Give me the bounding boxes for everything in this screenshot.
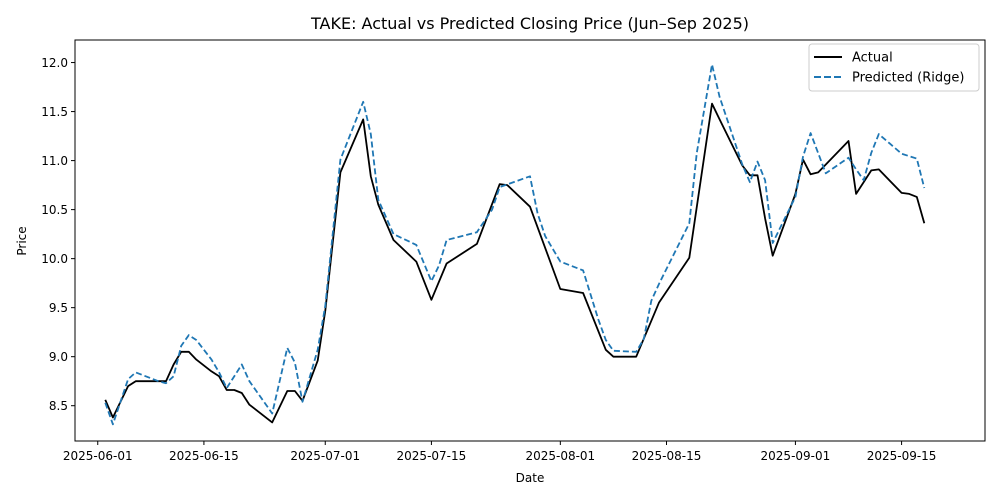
legend-label-actual: Actual xyxy=(852,51,893,66)
legend-box xyxy=(808,43,980,92)
y-tick-label: 11.5 xyxy=(41,105,68,119)
x-axis-label: Date xyxy=(516,471,545,485)
x-tick-label: 2025-09-01 xyxy=(761,449,831,463)
y-axis-label: Price xyxy=(15,226,29,255)
series-line-predicted xyxy=(104,63,926,426)
y-tick-label: 10.5 xyxy=(41,203,68,217)
y-axis: 8.5 9.0 9.5 10.0 10.5 11.0 11.5 12.0 xyxy=(41,56,75,413)
y-tick-label: 9.5 xyxy=(49,301,68,315)
x-tick-label: 2025-07-01 xyxy=(290,449,360,463)
y-tick-label: 8.5 xyxy=(49,399,68,413)
x-tick-label: 2025-06-01 xyxy=(63,449,133,463)
x-tick-label: 2025-09-15 xyxy=(867,449,937,463)
legend: Actual Predicted (Ridge) xyxy=(808,43,980,92)
chart-title: TAKE: Actual vs Predicted Closing Price … xyxy=(310,14,749,33)
series-line-actual xyxy=(104,102,926,424)
legend-label-predicted: Predicted (Ridge) xyxy=(852,71,964,86)
x-axis: 2025-06-01 2025-06-15 2025-07-01 2025-07-15… xyxy=(63,441,937,463)
x-tick-label: 2025-07-15 xyxy=(397,449,467,463)
y-tick-label: 12.0 xyxy=(41,56,68,70)
x-tick-label: 2025-06-15 xyxy=(169,449,239,463)
x-tick-label: 2025-08-01 xyxy=(525,449,595,463)
x-tick-label: 2025-08-15 xyxy=(632,449,702,463)
y-tick-label: 9.0 xyxy=(49,350,68,364)
plot-frame xyxy=(74,39,986,442)
y-tick-label: 10.0 xyxy=(41,252,68,266)
series-layer xyxy=(104,63,926,426)
y-tick-label: 11.0 xyxy=(41,154,68,168)
